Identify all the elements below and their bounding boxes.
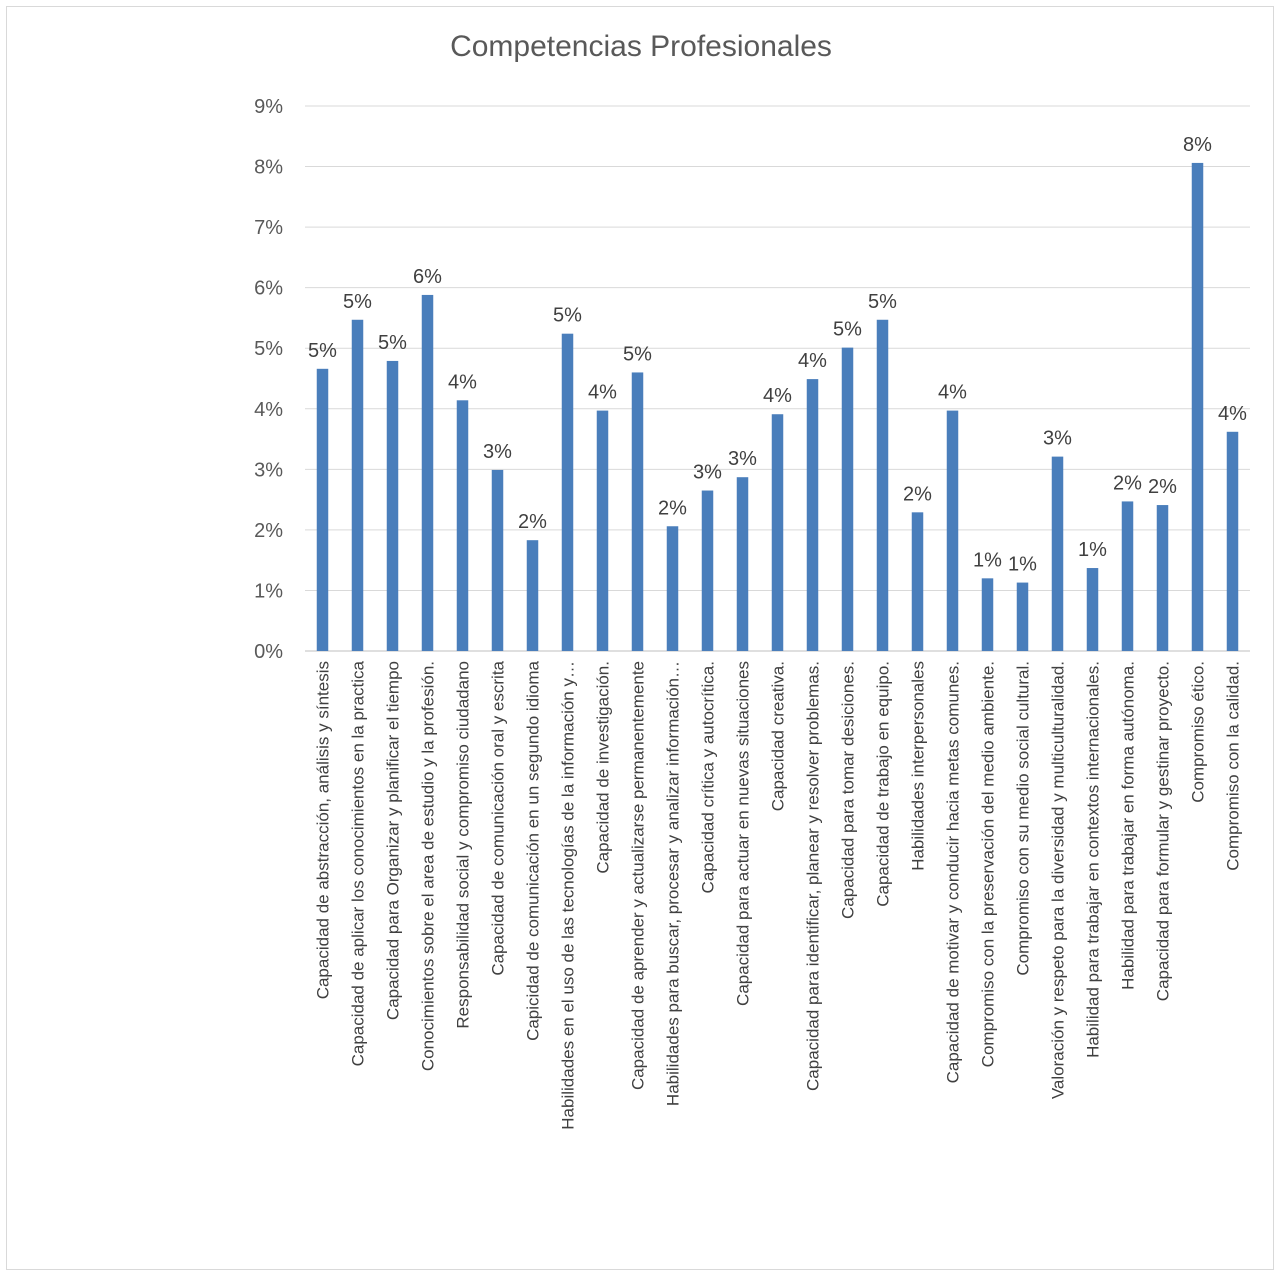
data-label: 3% [1043,428,1072,450]
data-label: 5% [343,291,372,313]
data-label: 2% [1148,476,1177,498]
bar [491,469,504,651]
bar [1156,505,1169,651]
data-label: 4% [763,385,792,407]
category-label: Capacidad para actuar en nuevas situacio… [734,661,753,1006]
category-label: Capacidad para identificar, planear y re… [804,661,823,1091]
y-tick-label: 8% [254,157,283,179]
category-label: Habilidad para trabajar en forma autónom… [1119,661,1138,990]
y-tick-label: 7% [254,217,283,239]
bar [631,372,644,651]
y-tick-label: 4% [254,399,283,421]
category-label: Habilidades interpersonales [909,661,928,871]
category-label: Capacidad de aplicar los conocimientos e… [349,660,368,1066]
data-label: 3% [728,448,757,470]
data-label: 4% [588,382,617,404]
bar [946,410,959,651]
y-axis-ticks: 0% 1% 2% 3% 4% 5% 6% 7% 8% 9% [254,96,283,663]
bar [456,400,469,651]
category-label: Capacidad crítica y autocrítica. [699,661,718,893]
category-label: Capacidad para formular y gestinar proye… [1154,661,1173,1001]
data-label: 2% [1113,472,1142,494]
category-label: Valoración y respeto para la diversidad … [1049,661,1068,1099]
data-label: 1% [1008,554,1037,576]
category-label: Conocimientos sobre el area de estudio y… [419,661,438,1071]
bars [316,162,1239,651]
y-tick-label: 2% [254,520,283,542]
category-label: Habilidades para buscar, procesar y anal… [664,661,683,1106]
category-label: Capacidad creativa. [769,661,788,811]
category-label: Capacidad de comunicación oral y escrita [489,660,508,975]
bar [1086,568,1099,651]
data-label: 3% [483,441,512,463]
data-label: 4% [938,382,967,404]
category-label: Capacidad de motivar y conducir hacia me… [944,661,963,1083]
chart-title: Competencias Profesionales [450,30,832,63]
category-label: Compromiso con la calidad. [1224,661,1243,871]
data-label: 1% [973,549,1002,571]
y-tick-label: 1% [254,580,283,602]
bar [316,368,329,651]
y-tick-label: 5% [254,338,283,360]
category-label: Responsabilidad social y compromiso ciud… [454,661,473,1029]
data-label: 4% [1218,403,1247,425]
category-label: Compromiso ético. [1189,661,1208,803]
data-label: 5% [623,343,652,365]
data-label: 8% [1183,134,1212,156]
bar [841,347,854,651]
bar [1051,456,1064,651]
bar [1226,431,1239,651]
data-label: 5% [553,305,582,327]
category-label: Habilidades en el uso de las tecnologías… [559,661,578,1130]
data-label: 6% [413,266,442,288]
x-axis-categories: Capacidad de abstracción, análisis y sín… [314,660,1243,1129]
bar [596,410,609,651]
y-tick-label: 3% [254,459,283,481]
data-label: 5% [378,332,407,354]
category-label: Habilidad para trabajar en contextos int… [1084,661,1103,1058]
bar [421,294,434,651]
bar [806,379,819,651]
bar [736,477,749,651]
data-label: 2% [903,483,932,505]
bar [351,319,364,651]
category-label: Capacidad de abstracción, análisis y sín… [314,661,333,999]
bar [911,512,924,651]
category-label: Capacidad de trabajo en equipo. [874,661,893,907]
y-tick-label: 0% [254,641,283,663]
data-label: 2% [658,497,687,519]
data-label: 3% [693,462,722,484]
bar [386,360,399,651]
bar [666,526,679,651]
bar [771,414,784,651]
data-label: 1% [1078,539,1107,561]
bar [876,319,889,651]
data-label: 4% [448,371,477,393]
category-label: Compromiso con su medio social cultural. [1014,661,1033,976]
bar [526,540,539,651]
y-tick-label: 6% [254,278,283,300]
data-label: 4% [798,350,827,372]
bar [1016,582,1029,651]
category-label: Capacidad de investigación. [594,661,613,874]
bar [701,490,714,651]
data-label: 5% [868,291,897,313]
data-labels: 5% 5% 5% 6% 4% 3% 2% 5% 4% 5% 2% 3% 3% 4% 4% 5% 5% 2% 4% 1%… [308,134,1247,576]
bar [981,578,994,651]
data-label: 2% [518,511,547,533]
category-label: Compromiso con la preservación del medio… [979,661,998,1067]
bar [561,333,574,651]
category-label: Capacidad para tomar desiciones. [839,661,858,919]
bar [1191,162,1204,651]
y-tick-label: 9% [254,96,283,118]
category-label: Capicidad de comunicación en un segundo … [524,660,543,1040]
category-label: Capacidad para Organizar y planificar el… [384,661,403,1020]
data-label: 5% [308,340,337,362]
category-label: Capacidad de aprender y actualizarse per… [629,661,648,1090]
data-label: 5% [833,319,862,341]
bar [1121,501,1134,651]
